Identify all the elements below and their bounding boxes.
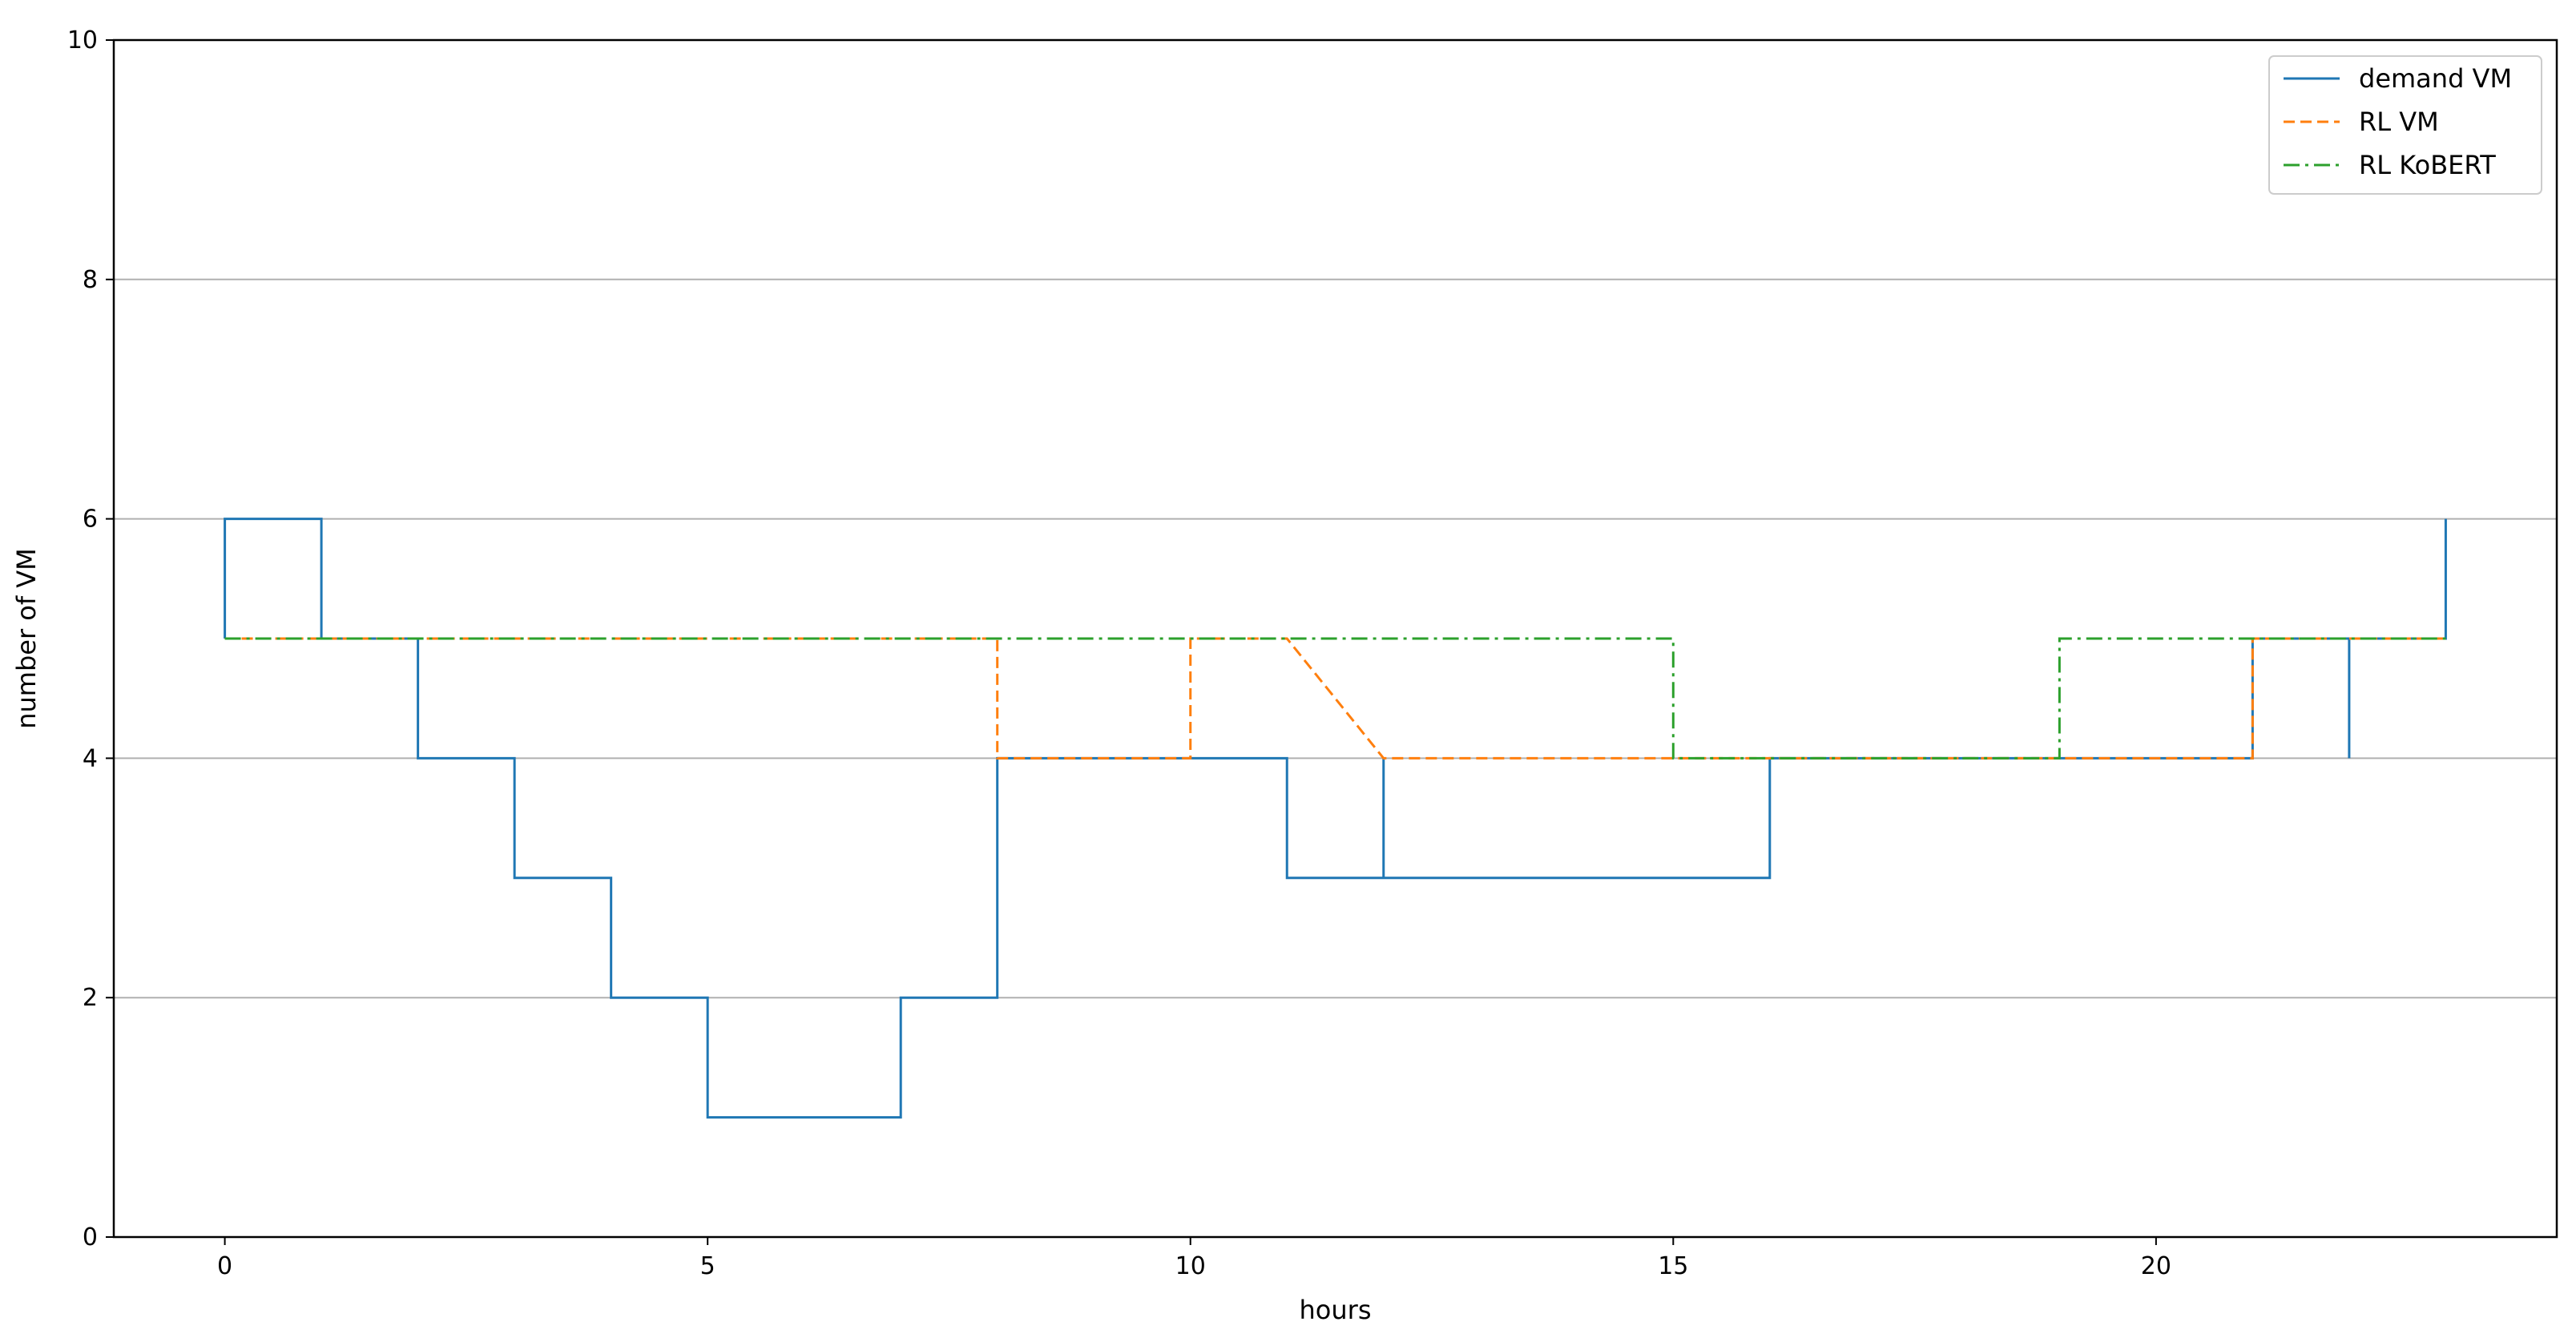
x-axis-ticks: 0 5 10 15 20 bbox=[217, 1237, 2171, 1280]
plot-frame bbox=[112, 38, 2558, 1239]
legend: demand VM RL VM RL KoBERT bbox=[2268, 55, 2542, 195]
y-tick-label-2: 2 bbox=[83, 984, 98, 1012]
series-lines bbox=[224, 518, 2447, 1119]
y-axis-ticks: 0 2 4 6 8 10 bbox=[67, 26, 114, 1251]
y-tick-label-8: 8 bbox=[83, 266, 98, 294]
y-axis-label: number of VM bbox=[11, 548, 42, 729]
legend-label-2: RL KoBERT bbox=[2359, 150, 2496, 180]
legend-label-1: RL VM bbox=[2359, 107, 2439, 137]
y-tick-label-0: 0 bbox=[83, 1223, 98, 1251]
y-tick-label-4: 4 bbox=[83, 744, 98, 772]
x-axis-label: hours bbox=[1300, 1295, 1372, 1325]
x-tick-label-0: 0 bbox=[217, 1252, 232, 1280]
legend-label-0: demand VM bbox=[2359, 63, 2512, 94]
y-tick-label-10: 10 bbox=[67, 26, 98, 54]
x-tick-label-10: 10 bbox=[1175, 1252, 1206, 1280]
series-line-2 bbox=[224, 637, 2446, 760]
x-tick-label-5: 5 bbox=[700, 1252, 716, 1280]
x-tick-label-15: 15 bbox=[1658, 1252, 1688, 1280]
y-tick-label-6: 6 bbox=[83, 506, 98, 534]
x-tick-label-20: 20 bbox=[2141, 1252, 2171, 1280]
legend-box bbox=[2268, 55, 2542, 195]
